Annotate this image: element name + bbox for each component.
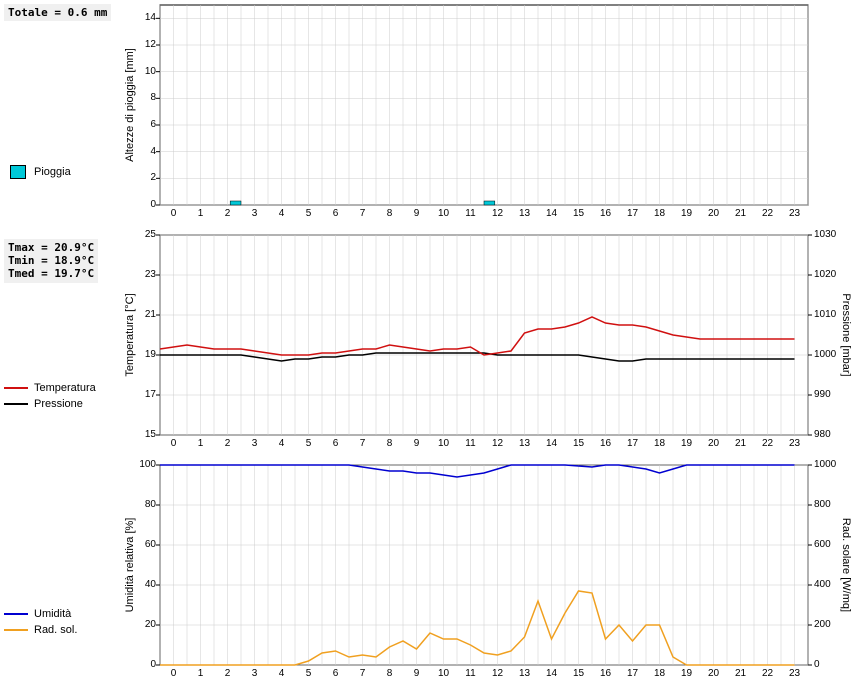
chart2-ylabel-left: Temperatura [°C]: [124, 235, 136, 435]
chart2-legend-1: Pressione: [4, 398, 83, 410]
chart3-ylabel-right: Rad. solare [W/mq]: [840, 465, 852, 665]
chart2-ylabel-right: Pressione [mbar]: [840, 235, 852, 435]
chart2-legend-0: Temperatura: [4, 382, 96, 394]
chart1-legend: Pioggia: [10, 165, 71, 179]
chart3-legend-0: Umidità: [4, 608, 71, 620]
chart2-info: Tmax = 20.9°CTmin = 18.9°CTmed = 19.7°C: [4, 239, 98, 283]
chart3-ylabel-left: Umidità relativa [%]: [124, 465, 136, 665]
chart1-info: Totale = 0.6 mm: [4, 4, 111, 21]
chart3-legend-1: Rad. sol.: [4, 624, 77, 636]
chart1-ylabel: Altezze di pioggia [mm]: [124, 5, 136, 205]
